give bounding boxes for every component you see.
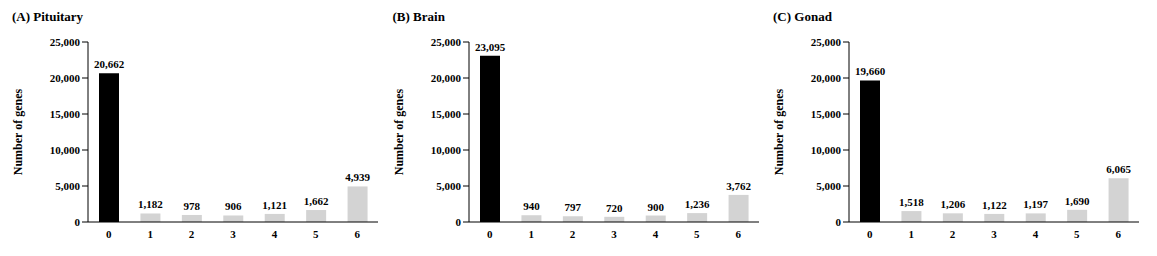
svg-text:Number of genes: Number of genes (772, 88, 786, 175)
svg-text:1,206: 1,206 (940, 198, 965, 210)
svg-text:4,939: 4,939 (345, 171, 370, 183)
svg-text:5: 5 (694, 228, 700, 240)
svg-text:20,000: 20,000 (430, 72, 461, 84)
svg-text:1: 1 (528, 228, 534, 240)
svg-text:15,000: 15,000 (50, 108, 81, 120)
svg-text:6: 6 (1116, 228, 1122, 240)
svg-text:10,000: 10,000 (430, 144, 461, 156)
svg-text:6,065: 6,065 (1106, 163, 1131, 175)
svg-text:0: 0 (486, 228, 492, 240)
html-text:(A) Pituitary: (A) Pituitary (12, 9, 84, 24)
svg-text:0: 0 (867, 228, 873, 240)
svg-text:1,518: 1,518 (899, 196, 924, 208)
svg-text:3,762: 3,762 (726, 180, 751, 192)
svg-text:3: 3 (991, 228, 997, 240)
svg-text:1: 1 (147, 228, 153, 240)
svg-text:5: 5 (313, 228, 319, 240)
svg-text:1,197: 1,197 (1023, 198, 1048, 210)
svg-text:5,000: 5,000 (436, 180, 461, 192)
svg-text:4: 4 (272, 228, 278, 240)
svg-text:20,000: 20,000 (811, 72, 842, 84)
svg-text:940: 940 (523, 200, 540, 212)
svg-text:0: 0 (75, 216, 81, 228)
svg-text:5,000: 5,000 (55, 180, 80, 192)
svg-text:5,000: 5,000 (816, 180, 841, 192)
svg-text:1,662: 1,662 (304, 195, 329, 207)
svg-text:1,121: 1,121 (262, 199, 287, 211)
svg-text:906: 906 (225, 200, 242, 212)
svg-text:15,000: 15,000 (811, 108, 842, 120)
svg-text:4: 4 (652, 228, 658, 240)
svg-text:2: 2 (569, 228, 575, 240)
svg-text:6: 6 (355, 228, 361, 240)
svg-text:20,000: 20,000 (50, 72, 81, 84)
svg-text:15,000: 15,000 (430, 108, 461, 120)
svg-text:3: 3 (611, 228, 617, 240)
svg-text:0: 0 (106, 228, 112, 240)
svg-text:0: 0 (836, 216, 842, 228)
svg-text:4: 4 (1033, 228, 1039, 240)
svg-text:978: 978 (184, 200, 201, 212)
svg-text:720: 720 (606, 202, 623, 214)
svg-text:6: 6 (735, 228, 741, 240)
svg-text:2: 2 (189, 228, 195, 240)
svg-text:Number of genes: Number of genes (392, 88, 406, 175)
svg-text:3: 3 (230, 228, 236, 240)
svg-text:10,000: 10,000 (811, 144, 842, 156)
html-text:(C) Gonad: (C) Gonad (773, 9, 832, 24)
svg-text:1,122: 1,122 (982, 199, 1007, 211)
svg-text:25,000: 25,000 (50, 36, 81, 48)
svg-text:Number of genes: Number of genes (11, 88, 25, 175)
svg-text:25,000: 25,000 (430, 36, 461, 48)
svg-text:1,690: 1,690 (1065, 195, 1090, 207)
html-text:(B) Brain: (B) Brain (392, 9, 445, 24)
svg-text:0: 0 (455, 216, 461, 228)
svg-text:2: 2 (950, 228, 956, 240)
svg-text:25,000: 25,000 (811, 36, 842, 48)
svg-text:5: 5 (1074, 228, 1080, 240)
svg-text:10,000: 10,000 (50, 144, 81, 156)
svg-text:19,660: 19,660 (855, 65, 886, 77)
svg-text:23,095: 23,095 (474, 41, 505, 53)
svg-text:1: 1 (908, 228, 914, 240)
svg-text:20,662: 20,662 (94, 58, 125, 70)
svg-text:900: 900 (647, 201, 664, 213)
svg-text:797: 797 (564, 201, 581, 213)
svg-text:1,236: 1,236 (684, 198, 709, 210)
svg-text:1,182: 1,182 (138, 198, 163, 210)
